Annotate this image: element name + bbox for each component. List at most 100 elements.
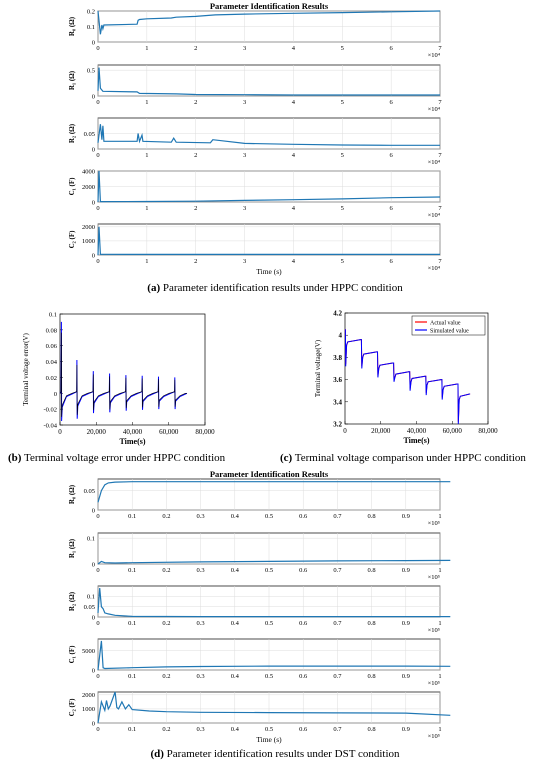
x-exponent-label: ×10⁵ xyxy=(428,627,440,634)
x-tick-label: 4 xyxy=(292,258,296,265)
y-axis-label: C₂ (F) xyxy=(68,698,76,717)
x-tick-label: 0.9 xyxy=(402,673,410,680)
x-tick-label: 0.9 xyxy=(402,726,410,733)
hppc_params-xlabel: Time (s) xyxy=(256,267,282,276)
y-axis-label: R₁ (Ω) xyxy=(68,538,76,558)
x-tick-label: 4 xyxy=(292,99,296,106)
y-tick-label: 1000 xyxy=(82,706,95,713)
x-exponent-label: ×10⁴ xyxy=(428,159,441,166)
y-tick-label: -0.04 xyxy=(43,423,57,430)
hppc_params-panel-4: 0 1 2 3 4 5 6 7 0 1000 2000 ×10⁴ C₂ (F) xyxy=(68,223,442,272)
y-tick-label: 0.05 xyxy=(84,131,95,138)
x-exponent-label: ×10⁴ xyxy=(428,106,441,113)
y-axis-label: Terminal voltage(V) xyxy=(314,339,322,397)
x-exponent-label: ×10⁵ xyxy=(428,733,440,740)
y-axis-label: R₂ (Ω) xyxy=(68,123,76,143)
y-tick-label: 0 xyxy=(92,93,95,100)
x-tick-label: 6 xyxy=(390,258,394,265)
y-axis-label: R₁ (Ω) xyxy=(68,70,76,90)
x-tick-label: 4 xyxy=(292,152,296,159)
x-tick-label: 0 xyxy=(96,205,99,212)
x-tick-label: 20,000 xyxy=(87,428,107,436)
hppc-error-chart: -0.04 -0.02 0 0.02 0.04 0.06 0.08 0.1 0 20,000 40,… xyxy=(22,312,215,447)
dst_params-title: Parameter Identification Results xyxy=(210,469,329,479)
series-line xyxy=(97,67,440,96)
x-tick-label: 6 xyxy=(390,152,394,159)
x-tick-label: 0.3 xyxy=(197,620,205,627)
x-tick-label: 7 xyxy=(438,99,442,106)
x-tick-label: 3 xyxy=(243,258,246,265)
x-tick-label: 60,000 xyxy=(159,428,179,436)
x-tick-label: 0.2 xyxy=(162,673,170,680)
y-tick-label: 0.04 xyxy=(46,359,58,366)
x-tick-label: 0.4 xyxy=(231,513,240,520)
x-tick-label: 0.3 xyxy=(197,567,205,574)
dst_params-panel-4: 0 0.1 0.2 0.3 0.4 0.5 0.6 0.7 0.8 0.9 1 0 1000 2000 ×1… xyxy=(68,691,451,740)
y-tick-label: 3.6 xyxy=(333,376,342,384)
y-tick-label: 0.2 xyxy=(87,8,95,15)
caption-a-text: Parameter identification results under H… xyxy=(160,282,403,294)
x-exponent-label: ×10⁵ xyxy=(428,520,440,527)
x-tick-label: 0.6 xyxy=(299,513,308,520)
x-tick-label: 0.4 xyxy=(231,673,240,680)
x-tick-label: 0 xyxy=(343,427,347,435)
x-tick-label: 1 xyxy=(145,258,148,265)
x-tick-label: 0 xyxy=(96,673,99,680)
caption-b: (b) Terminal voltage error under HPPC co… xyxy=(8,452,225,464)
x-tick-label: 0.4 xyxy=(231,726,240,733)
x-tick-label: 4 xyxy=(292,45,296,52)
x-tick-label: 0.8 xyxy=(368,567,376,574)
x-tick-label: 0.4 xyxy=(231,567,240,574)
hppc_params-group: Parameter Identification Results 0 1 2 3 4 5 6 7… xyxy=(68,1,442,276)
hppc_params-panel-3: 0 1 2 3 4 5 6 7 0 2000 4000 ×10⁴ C₁ (F) xyxy=(68,168,442,219)
legend-box xyxy=(411,315,486,336)
y-tick-label: 4 xyxy=(339,332,343,340)
y-axis-label: R₂ (Ω) xyxy=(68,591,76,611)
x-tick-label: 0.1 xyxy=(128,673,136,680)
x-tick-label: 0 xyxy=(96,45,99,52)
x-tick-label: 0.7 xyxy=(333,567,342,574)
y-tick-label: 0 xyxy=(92,507,95,514)
x-tick-label: 40,000 xyxy=(123,428,143,436)
hppc_params-title: Parameter Identification Results xyxy=(210,1,329,11)
dst_params-panel-0: 0 0.1 0.2 0.3 0.4 0.5 0.6 0.7 0.8 0.9 1 0 0.05 ×10⁵ R₀… xyxy=(68,478,451,527)
x-tick-label: 0 xyxy=(96,567,99,574)
x-exponent-label: ×10⁵ xyxy=(428,680,440,687)
y-tick-label: 2000 xyxy=(82,184,95,191)
y-tick-label: 0.06 xyxy=(46,343,58,350)
y-tick-label: 0.05 xyxy=(84,604,95,611)
x-tick-label: 0 xyxy=(96,258,99,265)
hppc_params-panel-2: 0 1 2 3 4 5 6 7 0 0.05 ×10⁴ R₂ (Ω) xyxy=(68,117,442,166)
y-tick-label: 0 xyxy=(92,614,95,621)
x-tick-label: 0.8 xyxy=(368,673,376,680)
y-tick-label: -0.02 xyxy=(43,407,57,414)
series-line xyxy=(97,559,451,565)
x-tick-label: 5 xyxy=(341,205,344,212)
plot-frame xyxy=(59,313,206,426)
x-tick-label: 0.1 xyxy=(128,513,136,520)
caption-b-text: Terminal voltage error under HPPC condit… xyxy=(21,452,226,464)
hppc-voltage-chart: 3.2 3.4 3.6 3.8 4 4.2 0 20,000 40,000 60,000 80,00… xyxy=(314,310,498,446)
x-tick-label: 1 xyxy=(145,152,148,159)
plot-frame xyxy=(97,64,441,97)
x-tick-label: 4 xyxy=(292,205,296,212)
y-tick-label: 0 xyxy=(92,146,95,153)
x-tick-label: 0 xyxy=(96,99,99,106)
x-tick-label: 2 xyxy=(194,205,197,212)
y-axis-label: C₁ (F) xyxy=(68,177,76,196)
y-tick-label: 3.2 xyxy=(333,421,342,429)
y-tick-label: 0.1 xyxy=(49,312,57,319)
x-tick-label: 0.5 xyxy=(265,567,273,574)
y-tick-label: 4.2 xyxy=(333,310,342,318)
caption-c-text: Terminal voltage comparison under HPPC c… xyxy=(292,452,526,464)
x-exponent-label: ×10⁵ xyxy=(428,574,440,581)
y-tick-label: 3.4 xyxy=(333,398,342,406)
x-tick-label: 5 xyxy=(341,99,344,106)
y-tick-label: 5000 xyxy=(82,648,95,655)
x-tick-label: 1 xyxy=(145,205,148,212)
x-tick-label: 0.1 xyxy=(128,567,136,574)
x-exponent-label: ×10⁴ xyxy=(428,265,441,272)
x-tick-label: 3 xyxy=(243,99,246,106)
x-tick-label: 0.2 xyxy=(162,513,170,520)
